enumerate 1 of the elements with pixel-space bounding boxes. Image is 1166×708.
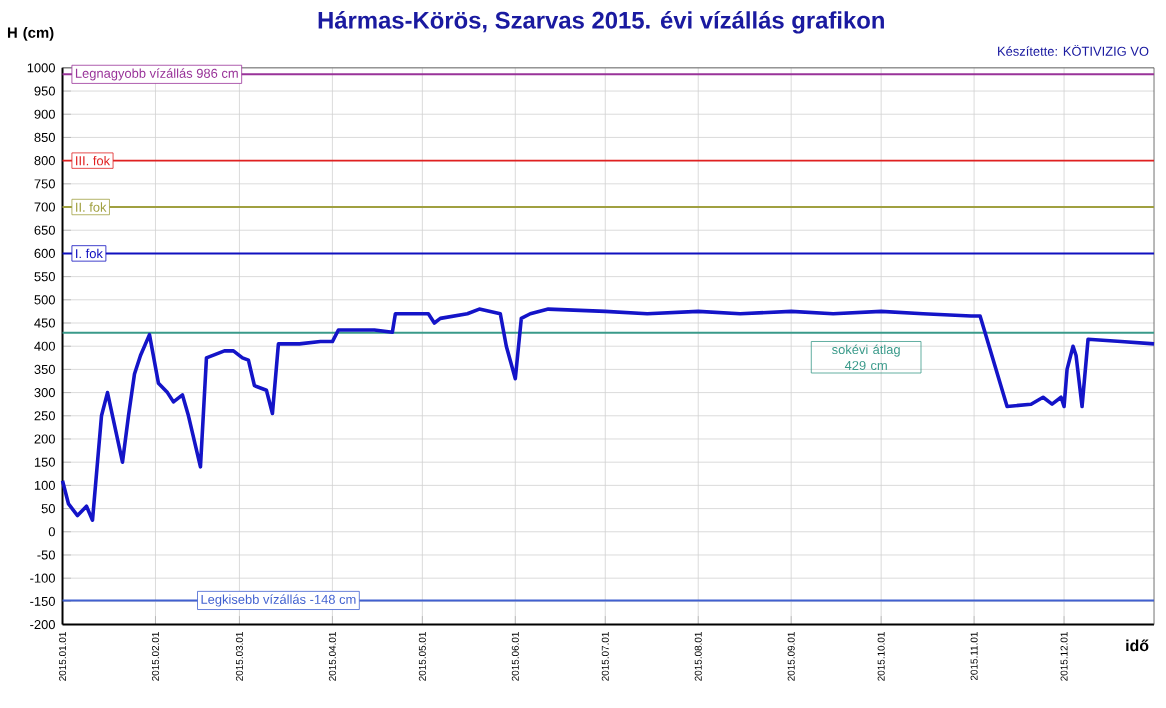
chart-title: Hármas-Körös, Szarvas 2015. évi vízállás grafikon (318, 10, 884, 34)
